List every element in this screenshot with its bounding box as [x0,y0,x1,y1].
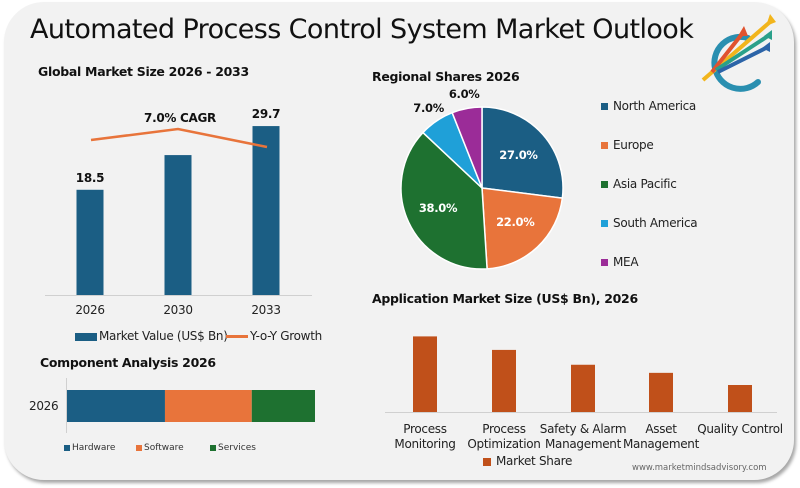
legend-services: Services [210,443,256,453]
pie-label-mea: 6.0% [448,86,480,101]
bar-2030 [164,155,192,295]
x-tick-2026: 2026 [75,303,105,317]
legend-swatch-hardware [64,444,70,451]
legend-label-market-share: Market Share [496,454,573,468]
footer-url: www.marketmindsadvisory.com [632,463,767,473]
bar-safety-alarm-management [571,364,595,412]
page-title: Automated Process Control System Market … [30,14,694,45]
legend-label-software: Software [144,443,184,453]
legend-north-america: North America [601,99,696,113]
yoy-growth-line [90,127,268,149]
legend-market-share: Market Share [483,454,572,468]
legend-south-america: South America [601,216,698,230]
legend-mea: MEA [601,255,639,269]
stacked-segment-services [251,390,315,422]
legend-yoy-growth: Y-o-Y Growth [226,329,322,343]
pie-slice-north-america [481,106,564,199]
x-tick-asset-management-line-1: Asset [645,422,677,436]
pie-label-asia-pacific: 38.0% [418,200,458,215]
legend-europe: Europe [601,138,654,152]
legend-label-services: Services [218,443,256,453]
data-label-2033: 29.7 [251,107,281,122]
application-title: Application Market Size (US$ Bn), 2026 [372,291,638,306]
x-tick-process-monitoring-line-1: Process [403,422,447,436]
x-tick-process-optimization-line-1: Process [482,422,526,436]
component-category-label: 2026 [29,399,59,413]
bar-asset-management [649,372,673,412]
legend-label-asia-pacific: Asia Pacific [613,177,677,191]
legend-label-europe: Europe [613,138,654,152]
pie-slice-europe [481,187,564,270]
pie-label-europe: 22.0% [496,215,535,230]
legend-label-south-america: South America [613,216,698,230]
bar-2033 [252,126,280,295]
bar-2026 [76,189,104,295]
legend-swatch-services [210,444,216,451]
legend-label-yoy-growth: Y-o-Y Growth [250,329,322,343]
legend-label-mea: MEA [613,255,639,269]
stacked-segment-hardware [67,390,165,422]
legend-swatch-market-share [483,457,491,466]
x-tick-2030: 2030 [163,303,193,317]
legend-market-value: Market Value (US$ Bn) [75,329,228,343]
market-size-title: Global Market Size 2026 - 2033 [38,64,249,79]
legend-swatch-north-america [601,103,608,110]
legend-swatch-yoy-growth [226,335,248,338]
stacked-segment-software [164,390,252,422]
x-tick-safety-alarm-management-line-2: Management [544,437,622,451]
data-label-2026: 18.5 [75,170,105,185]
pie-label-north-america: 27.0% [499,147,538,162]
legend-hardware: Hardware [64,443,115,453]
legend-label-hardware: Hardware [72,443,116,453]
legend-label-north-america: North America [613,99,696,113]
legend-swatch-asia-pacific [601,181,608,188]
pie-slice-mea [451,106,483,189]
regional-shares-title: Regional Shares 2026 [372,69,520,84]
cagr-annotation: 7.0% CAGR [144,111,216,125]
component-analysis-title: Component Analysis 2026 [40,355,216,370]
x-tick-quality-control-line-1: Quality Control [697,422,783,436]
legend-swatch-south-america [601,220,608,227]
bar-quality-control [728,385,752,412]
x-tick-process-optimization-line-2: Optimization [467,437,541,451]
legend-software: Software [136,443,184,453]
x-tick-safety-alarm-management-line-1: Safety & Alarm [539,422,627,436]
pie-slice-asia-pacific [400,131,488,270]
legend-asia-pacific: Asia Pacific [601,177,677,191]
legend-swatch-software [136,444,142,451]
pie-label-south-america: 7.0% [413,101,444,116]
x-tick-2033: 2033 [251,303,281,317]
x-tick-process-monitoring-line-2: Monitoring [394,437,456,451]
legend-swatch-europe [601,142,608,149]
bar-process-optimization [492,349,516,412]
bar-process-monitoring [413,336,437,412]
x-tick-asset-management-line-2: Management [622,437,700,451]
legend-swatch-market-value [75,332,97,341]
legend-swatch-mea [601,259,608,266]
legend-label-market-value: Market Value (US$ Bn) [99,329,228,343]
